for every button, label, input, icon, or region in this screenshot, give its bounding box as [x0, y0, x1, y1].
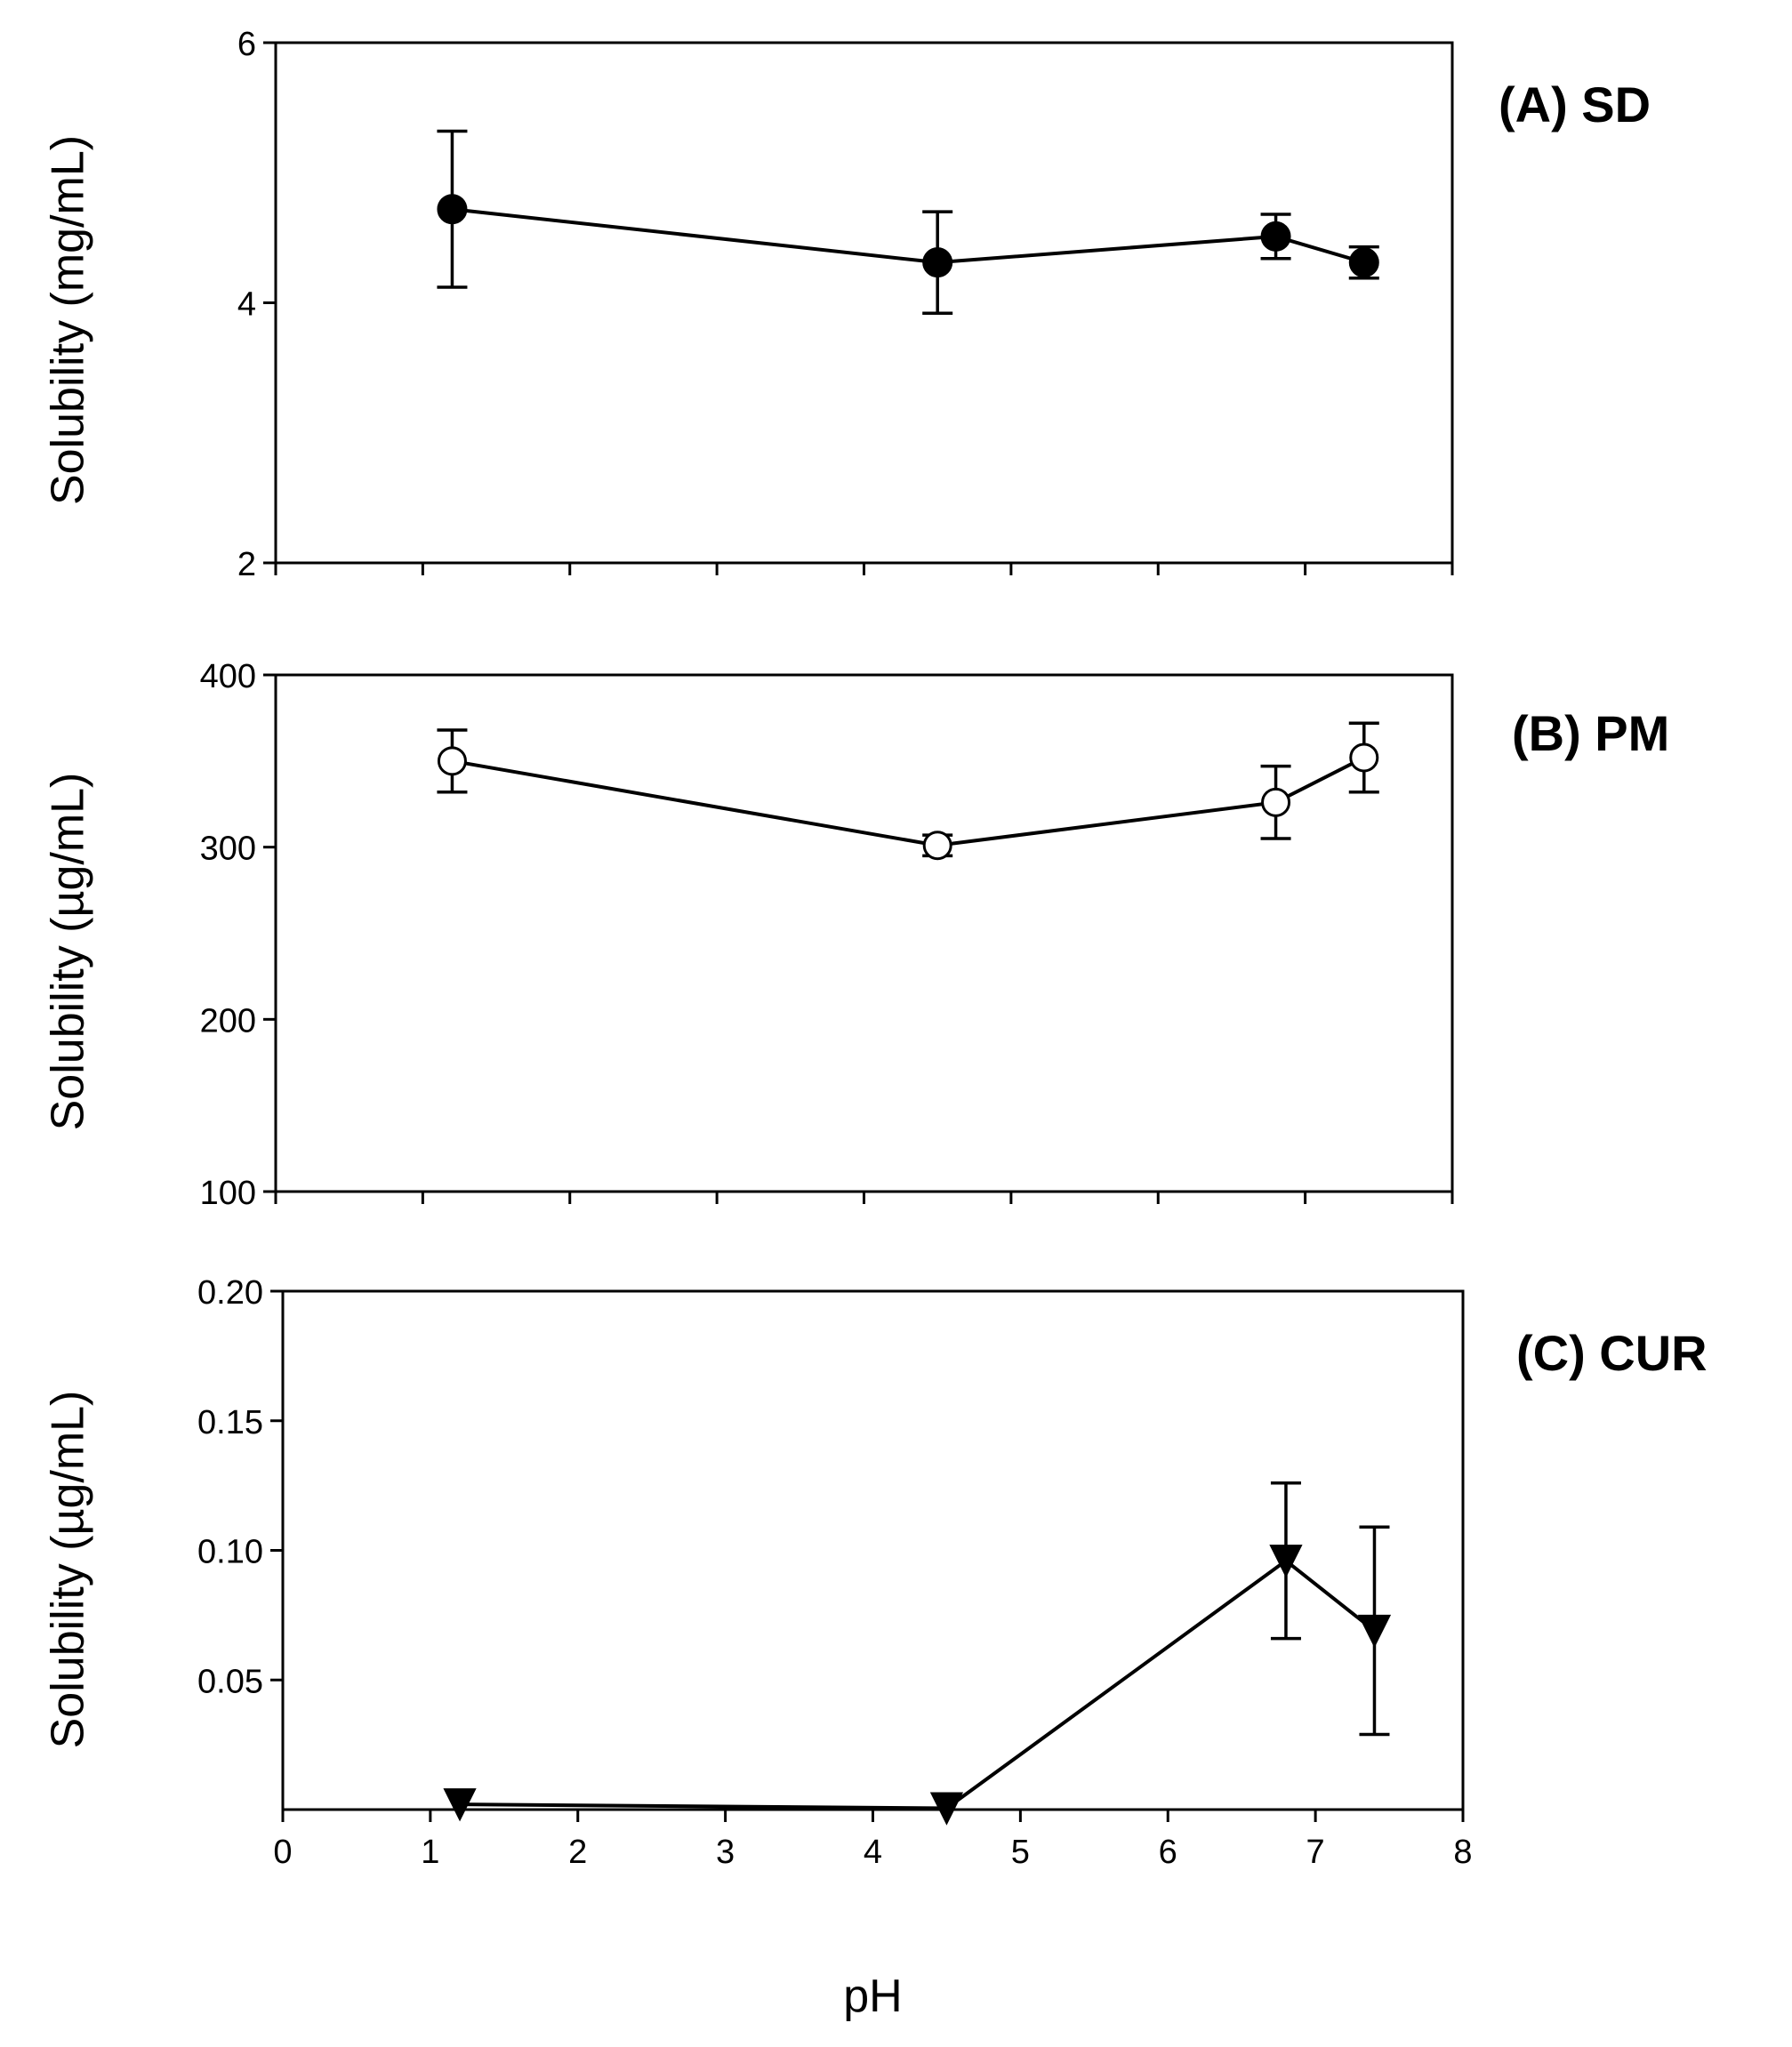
data-point — [437, 194, 468, 225]
series-cur — [443, 1481, 1392, 1826]
panel-label: (A) SD — [1499, 76, 1651, 132]
panel-cur: 0.05 0.10 0.15 0.20 0 1 2 3 4 5 6 7 8 Solubility (µg/… — [43, 1274, 1708, 2022]
x-tick-label: 5 — [1011, 1834, 1030, 1871]
y-tick-label: 300 — [200, 831, 256, 868]
series-line — [452, 756, 1365, 847]
y-tick-label: 0.05 — [197, 1663, 263, 1700]
data-point — [1348, 247, 1379, 278]
panel-label: (B) PM — [1512, 705, 1669, 761]
plot-frame — [274, 41, 1454, 565]
x-tick-label: 7 — [1306, 1834, 1325, 1871]
series-pm — [437, 721, 1379, 861]
y-tick-label: 2 — [237, 546, 256, 583]
data-point — [922, 247, 953, 278]
x-tick-label: 3 — [716, 1834, 735, 1871]
x-tick-label: 2 — [568, 1834, 587, 1871]
y-tick-label: 200 — [200, 1002, 256, 1040]
y-tick-label: 0.20 — [197, 1274, 263, 1312]
data-point — [1269, 1545, 1303, 1578]
data-point — [1357, 1614, 1392, 1649]
panel-sd: 2 4 6 Solubility (mg/mL) (A) SD — [43, 26, 1651, 583]
x-tick-label: 4 — [864, 1834, 882, 1871]
y-tick-label: 6 — [237, 26, 256, 63]
x-axis-title: pH — [843, 1971, 902, 2022]
data-point — [1349, 743, 1379, 773]
y-tick-label: 4 — [237, 286, 256, 324]
data-point — [929, 1792, 964, 1826]
data-point — [437, 746, 467, 776]
y-tick-label: 100 — [200, 1175, 256, 1212]
x-tick-label: 6 — [1159, 1834, 1177, 1871]
panel-label: (C) CUR — [1516, 1325, 1708, 1381]
series-sd — [437, 129, 1379, 315]
data-point — [1261, 787, 1291, 817]
y-axis-title: Solubility (mg/mL) — [43, 135, 94, 505]
data-point — [443, 1788, 477, 1822]
y-tick-label: 0.10 — [197, 1534, 263, 1571]
x-tick-label: 1 — [421, 1834, 439, 1871]
y-tick-label: 400 — [200, 658, 256, 695]
x-tick-label: 0 — [273, 1834, 292, 1871]
y-axis-title: Solubility (µg/mL) — [43, 1391, 94, 1749]
x-tick-label: 8 — [1453, 1834, 1472, 1871]
y-axis-title: Solubility (µg/mL) — [43, 773, 94, 1131]
data-point — [922, 831, 952, 861]
panel-pm: 100 200 300 400 Solubility (µg/mL) (B) PM — [43, 658, 1670, 1212]
series-line — [460, 1558, 1376, 1810]
y-tick-label: 0.15 — [197, 1404, 263, 1441]
series-line — [452, 207, 1365, 265]
data-point — [1260, 221, 1291, 252]
